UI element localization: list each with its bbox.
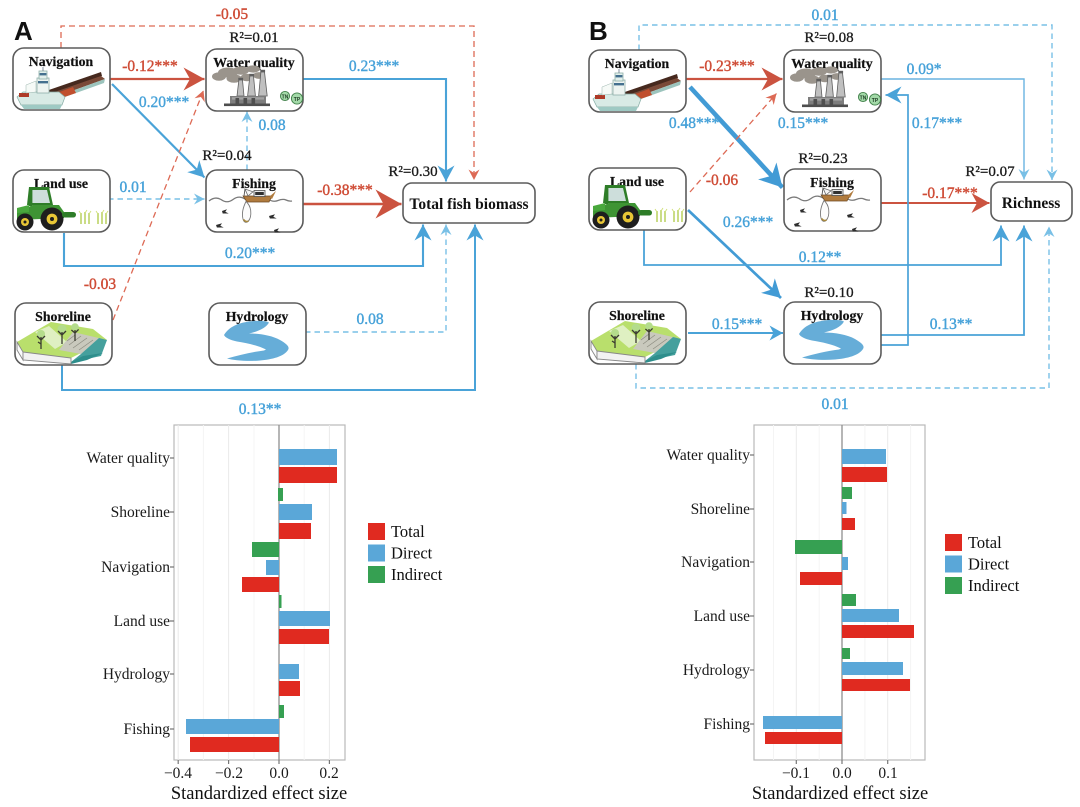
svg-text:Hydrology: Hydrology — [103, 666, 170, 683]
svg-text:Total fish biomass: Total fish biomass — [409, 196, 528, 213]
svg-text:Land use: Land use — [694, 608, 751, 625]
svg-text:0.13**: 0.13** — [930, 316, 973, 333]
svg-text:0.17***: 0.17*** — [912, 115, 963, 132]
svg-text:Hydrology: Hydrology — [801, 308, 864, 323]
svg-text:Direct: Direct — [968, 555, 1010, 574]
svg-text:Standardized effect size: Standardized effect size — [752, 784, 928, 804]
svg-text:Shoreline: Shoreline — [691, 501, 751, 518]
svg-text:0.48***: 0.48*** — [669, 115, 720, 132]
svg-text:Navigation: Navigation — [29, 54, 94, 69]
svg-text:Hydrology: Hydrology — [683, 662, 750, 679]
svg-text:0.01: 0.01 — [119, 179, 146, 196]
svg-text:Richness: Richness — [1002, 195, 1061, 212]
svg-text:0.08: 0.08 — [356, 311, 383, 328]
svg-text:−0.4: −0.4 — [164, 765, 192, 782]
svg-text:0.20***: 0.20*** — [225, 245, 276, 262]
svg-text:0.01: 0.01 — [821, 396, 848, 413]
svg-text:Total: Total — [968, 533, 1002, 552]
svg-text:Navigation: Navigation — [681, 554, 750, 571]
svg-text:-0.06: -0.06 — [706, 172, 739, 189]
svg-text:Total: Total — [391, 522, 425, 541]
svg-text:A: A — [14, 16, 33, 46]
svg-text:-0.03: -0.03 — [84, 276, 117, 293]
svg-text:0.13**: 0.13** — [239, 401, 282, 418]
svg-text:0.2: 0.2 — [319, 765, 338, 782]
svg-text:0.01: 0.01 — [811, 7, 838, 24]
svg-text:0.23***: 0.23*** — [349, 58, 400, 75]
svg-text:-0.17***: -0.17*** — [922, 185, 978, 202]
svg-text:−0.2: −0.2 — [215, 765, 243, 782]
svg-text:Fishing: Fishing — [232, 176, 276, 191]
svg-text:0.15***: 0.15*** — [712, 316, 763, 333]
svg-text:0.1: 0.1 — [878, 765, 897, 782]
svg-text:Water quality: Water quality — [86, 450, 170, 467]
svg-text:0.15***: 0.15*** — [778, 115, 829, 132]
svg-text:0.0: 0.0 — [832, 765, 852, 782]
svg-text:-0.23***: -0.23*** — [699, 58, 755, 75]
svg-text:Shoreline: Shoreline — [35, 309, 91, 324]
svg-text:Water quality: Water quality — [791, 56, 872, 71]
svg-text:Fishing: Fishing — [703, 716, 750, 733]
svg-text:0.0: 0.0 — [269, 765, 289, 782]
svg-text:0.08: 0.08 — [258, 117, 285, 134]
svg-text:0.20***: 0.20*** — [139, 94, 190, 111]
svg-text:Land use: Land use — [114, 613, 171, 630]
svg-text:-0.05: -0.05 — [216, 6, 249, 23]
svg-text:0.26***: 0.26*** — [723, 214, 774, 231]
svg-text:R²=0.01: R²=0.01 — [229, 30, 278, 46]
svg-text:B: B — [589, 16, 608, 46]
svg-text:Water quality: Water quality — [213, 55, 294, 70]
svg-text:Indirect: Indirect — [391, 565, 443, 584]
svg-text:Direct: Direct — [391, 544, 433, 563]
svg-text:Navigation: Navigation — [101, 559, 170, 576]
svg-text:Water quality: Water quality — [666, 447, 750, 464]
svg-text:−0.1: −0.1 — [782, 765, 810, 782]
svg-text:R²=0.07: R²=0.07 — [965, 164, 1015, 180]
svg-text:Fishing: Fishing — [123, 721, 170, 738]
svg-text:Shoreline: Shoreline — [609, 308, 665, 323]
svg-text:-0.12***: -0.12*** — [122, 58, 178, 75]
svg-text:0.12**: 0.12** — [799, 249, 842, 266]
svg-text:R²=0.08: R²=0.08 — [804, 30, 853, 46]
svg-text:Hydrology: Hydrology — [226, 309, 289, 324]
svg-text:Standardized effect size: Standardized effect size — [171, 784, 347, 804]
svg-text:Indirect: Indirect — [968, 576, 1020, 595]
svg-text:R²=0.23: R²=0.23 — [798, 151, 847, 167]
svg-text:R²=0.04: R²=0.04 — [202, 148, 252, 164]
svg-text:-0.38***: -0.38*** — [317, 182, 373, 199]
svg-text:R²=0.10: R²=0.10 — [804, 285, 853, 301]
svg-text:Fishing: Fishing — [810, 175, 854, 190]
svg-text:0.09*: 0.09* — [907, 61, 942, 78]
svg-text:R²=0.30: R²=0.30 — [388, 164, 437, 180]
svg-text:Navigation: Navigation — [605, 56, 670, 71]
svg-text:Shoreline: Shoreline — [111, 504, 171, 521]
